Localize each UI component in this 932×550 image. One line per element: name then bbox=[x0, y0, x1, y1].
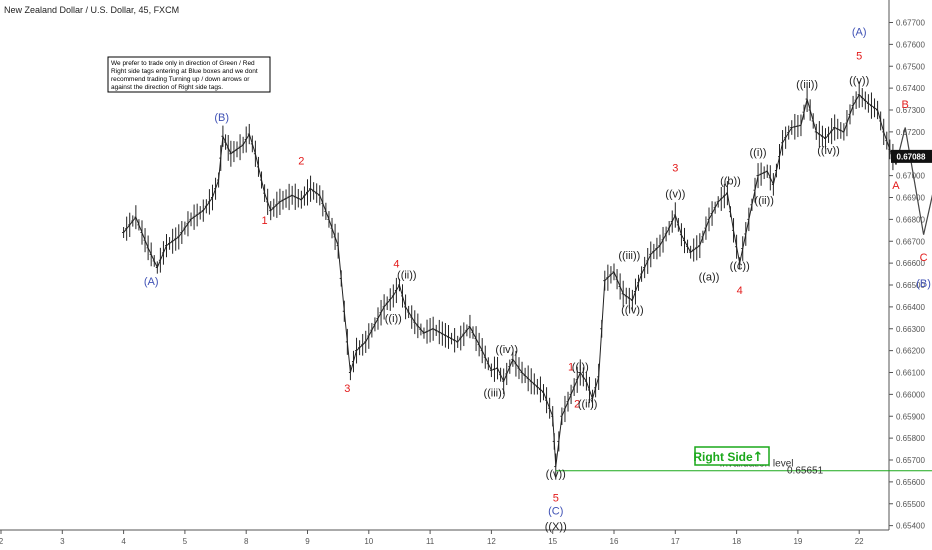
right-side-text: Right Side bbox=[693, 450, 753, 464]
note-line-2: Right side tags entering at Blue boxes a… bbox=[111, 68, 258, 75]
wave-label: ((iv)) bbox=[495, 344, 518, 356]
projection-path bbox=[895, 127, 932, 235]
wave-label: ((v)) bbox=[849, 75, 869, 87]
y-tick-label: 0.66100 bbox=[896, 369, 925, 378]
note-box bbox=[107, 56, 271, 93]
x-tick-label: 15 bbox=[548, 537, 557, 546]
wave-label: ((c)) bbox=[730, 261, 750, 273]
x-tick-label: 12 bbox=[487, 537, 496, 546]
y-tick-label: 0.66400 bbox=[896, 303, 925, 312]
y-tick-label: 0.66800 bbox=[896, 215, 925, 224]
y-tick-label: 0.65900 bbox=[896, 412, 925, 421]
x-tick-label: 10 bbox=[364, 537, 373, 546]
wave-label: 2 bbox=[574, 399, 580, 411]
wave-label: 2 bbox=[298, 156, 304, 168]
wave-labels: (A) (B) 1 2 3 4 ((i)) ((ii)) ((iii)) ((iv)) ((v)) 5… bbox=[144, 27, 931, 533]
wave-label: ((i)) bbox=[572, 361, 589, 373]
wave-label: 1 bbox=[568, 361, 574, 373]
chart-title: New Zealand Dollar / U.S. Dollar, 45, FX… bbox=[4, 5, 179, 15]
x-tick-label: 4 bbox=[121, 537, 126, 546]
y-tick-label: 0.66700 bbox=[896, 237, 925, 246]
right-side-tag: Right Side ↑ bbox=[693, 446, 770, 466]
x-tick-label: 9 bbox=[305, 537, 310, 546]
y-tick-label: 0.65400 bbox=[896, 522, 925, 531]
wave-label: ((v)) bbox=[665, 189, 685, 201]
x-tick-label: 11 bbox=[426, 537, 435, 546]
current-price-tag: 0.67088 bbox=[891, 149, 932, 163]
wave-label: 5 bbox=[553, 493, 559, 505]
wave-label: 3 bbox=[344, 383, 350, 395]
wave-label: ((ii)) bbox=[754, 195, 774, 207]
note-line-3: recommend trading Turning up / down arro… bbox=[111, 76, 250, 83]
wave-label: (A) bbox=[852, 27, 867, 39]
time-axis-ticks: 2 3 4 5 8 9 10 11 12 15 16 17 18 19 22 bbox=[0, 530, 864, 546]
y-tick-label: 0.67200 bbox=[896, 128, 925, 137]
current-price-value: 0.67088 bbox=[897, 152, 926, 161]
wave-label: (C) bbox=[548, 506, 563, 518]
wave-label: ((v)) bbox=[546, 469, 566, 481]
wave-label: ((a)) bbox=[699, 272, 720, 284]
wave-label: (B) bbox=[916, 278, 931, 290]
y-tick-label: 0.66300 bbox=[896, 325, 925, 334]
x-tick-label: 22 bbox=[855, 537, 864, 546]
x-tick-label: 18 bbox=[732, 537, 741, 546]
y-tick-label: 0.65600 bbox=[896, 478, 925, 487]
note-line-4: against the direction of Right side tags… bbox=[111, 84, 223, 91]
wave-label: ((ii)) bbox=[397, 269, 417, 281]
wave-label: ((ii)) bbox=[578, 399, 598, 411]
wave-label: ((iii)) bbox=[618, 250, 640, 262]
wave-label: ((iii)) bbox=[483, 388, 505, 400]
y-tick-label: 0.66200 bbox=[896, 347, 925, 356]
wave-label: A bbox=[892, 180, 900, 192]
wave-label: ((iv)) bbox=[817, 145, 840, 157]
wave-label: ((X)) bbox=[545, 521, 567, 533]
wave-label: 3 bbox=[672, 162, 678, 174]
wave-label: ((iii)) bbox=[796, 79, 818, 91]
y-tick-label: 0.66000 bbox=[896, 390, 925, 399]
x-tick-label: 2 bbox=[0, 537, 4, 546]
y-tick-label: 0.67700 bbox=[896, 19, 925, 28]
y-tick-label: 0.65700 bbox=[896, 456, 925, 465]
strategy-note: We prefer to trade only in direction of … bbox=[107, 56, 271, 93]
right-side-box bbox=[694, 446, 770, 466]
wave-label: 1 bbox=[262, 215, 268, 227]
y-tick-label: 0.67300 bbox=[896, 106, 925, 115]
wave-label: C bbox=[920, 252, 928, 264]
series-layer bbox=[122, 81, 932, 480]
x-tick-label: 5 bbox=[183, 537, 188, 546]
y-tick-label: 0.66900 bbox=[896, 194, 925, 203]
x-tick-label: 19 bbox=[793, 537, 802, 546]
invalidation-value: 0.65651 bbox=[787, 466, 824, 477]
y-tick-label: 0.66600 bbox=[896, 259, 925, 268]
wave-label: (B) bbox=[214, 112, 229, 124]
wave-label: 5 bbox=[856, 51, 862, 63]
wave-label: (A) bbox=[144, 276, 159, 288]
y-tick-label: 0.67600 bbox=[896, 40, 925, 49]
y-tick-label: 0.67000 bbox=[896, 172, 925, 181]
x-tick-label: 17 bbox=[671, 537, 680, 546]
note-line-1: We prefer to trade only in direction of … bbox=[111, 60, 255, 67]
y-tick-label: 0.65800 bbox=[896, 434, 925, 443]
wave-label: 4 bbox=[393, 259, 399, 271]
wave-label: B bbox=[902, 99, 909, 111]
wave-label: ((b)) bbox=[720, 175, 741, 187]
y-tick-label: 0.65500 bbox=[896, 500, 925, 509]
x-tick-label: 3 bbox=[60, 537, 65, 546]
price-series-line bbox=[123, 93, 897, 467]
current-price-box bbox=[891, 149, 932, 163]
x-tick-label: 16 bbox=[610, 537, 619, 546]
wave-label: ((iv)) bbox=[621, 304, 644, 316]
y-tick-label: 0.67400 bbox=[896, 84, 925, 93]
wave-label: 4 bbox=[737, 285, 743, 297]
wave-label: ((i)) bbox=[385, 313, 402, 325]
y-tick-label: 0.67500 bbox=[896, 62, 925, 71]
x-tick-label: 8 bbox=[244, 537, 249, 546]
wave-label: ((i)) bbox=[750, 147, 767, 159]
up-arrow-icon: ↑ bbox=[753, 450, 764, 465]
y-tick-label: 0.66500 bbox=[896, 281, 925, 290]
